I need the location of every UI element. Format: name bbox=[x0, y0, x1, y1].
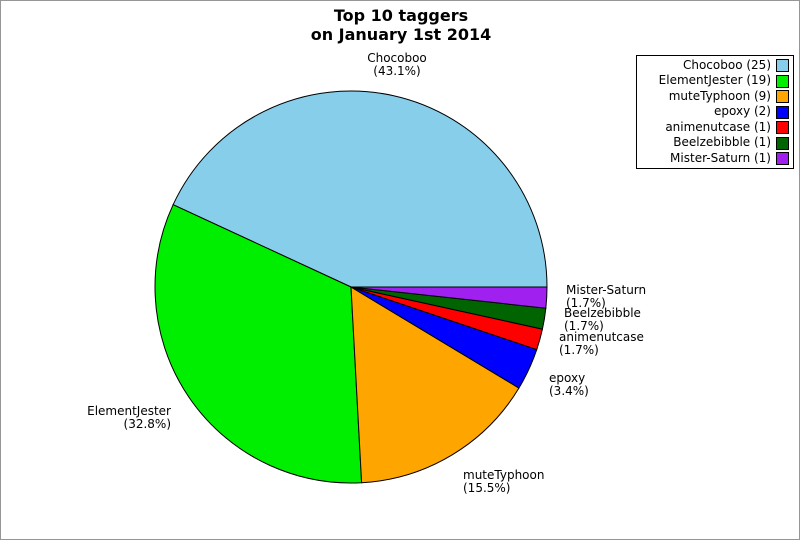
slice-label-epoxy: epoxy (3.4%) bbox=[549, 372, 589, 398]
slice-label-name: Chocoboo bbox=[367, 51, 427, 65]
slice-label-name: animenutcase bbox=[559, 330, 644, 344]
slice-label-name: Mister-Saturn bbox=[566, 283, 647, 297]
slice-label-percent: (43.1%) bbox=[373, 64, 421, 78]
legend-label: animenutcase (1) bbox=[665, 119, 771, 134]
pie-slice-elementjester bbox=[154, 204, 363, 484]
legend-item-epoxy: epoxy (2) bbox=[637, 104, 793, 120]
slice-label-name: muteTyphoon bbox=[463, 468, 545, 482]
slice-label-percent: (3.4%) bbox=[549, 384, 589, 398]
legend-color-swatch bbox=[776, 90, 789, 103]
slice-label-percent: (1.7%) bbox=[566, 296, 606, 310]
legend-item-chocoboo: Chocoboo (25) bbox=[637, 58, 793, 74]
legend-color-swatch bbox=[776, 136, 789, 150]
slice-label-chocoboo: Chocoboo (43.1%) bbox=[367, 52, 427, 78]
legend-color-swatch bbox=[776, 152, 789, 165]
slice-label-elementjester: ElementJester (32.8%) bbox=[87, 405, 171, 431]
slice-label-name: epoxy bbox=[549, 371, 586, 385]
legend-item-mutetyphoon: muteTyphoon (9) bbox=[637, 89, 793, 105]
slice-label-beelzebibble: Beelzebibble (1.7%) bbox=[564, 307, 641, 333]
pie-slice-mister-saturn bbox=[350, 286, 548, 309]
legend-label: Beelzebibble (1) bbox=[673, 135, 771, 150]
legend-label: Mister-Saturn (1) bbox=[670, 150, 771, 165]
legend-box: Chocoboo (25) ElementJester (19) muteTypho… bbox=[636, 55, 794, 169]
legend-item-animenutcase: animenutcase (1) bbox=[637, 120, 793, 136]
slice-label-animenutcase: animenutcase (1.7%) bbox=[559, 331, 644, 357]
chart-title-line1: Top 10 taggers bbox=[333, 6, 469, 25]
slice-label-name: Beelzebibble bbox=[564, 306, 641, 320]
pie-slice-chocoboo bbox=[172, 90, 548, 288]
slice-label-percent: (32.8%) bbox=[123, 417, 171, 431]
legend-item-elementjester: ElementJester (19) bbox=[637, 73, 793, 89]
legend-color-swatch bbox=[776, 105, 789, 119]
slice-label-percent: (1.7%) bbox=[559, 343, 599, 357]
slice-label-percent: (15.5%) bbox=[463, 481, 511, 495]
legend-label: Chocoboo (25) bbox=[682, 57, 771, 72]
slice-label-mutetyphoon: muteTyphoon (15.5%) bbox=[463, 469, 544, 495]
legend-color-swatch bbox=[776, 121, 789, 134]
legend-item-beelzebibble: Beelzebibble (1) bbox=[637, 135, 793, 151]
slice-label-mister-saturn: Mister-Saturn (1.7%) bbox=[566, 284, 646, 310]
chart-title-line2: on January 1st 2014 bbox=[310, 25, 492, 44]
chart-title: Top 10 taggers on January 1st 2014 bbox=[1, 6, 800, 44]
legend-label: ElementJester (19) bbox=[658, 73, 771, 88]
legend-color-swatch bbox=[776, 59, 789, 72]
legend-label: muteTyphoon (9) bbox=[668, 88, 771, 103]
slice-label-name: ElementJester bbox=[87, 404, 171, 418]
legend-item-mister-saturn: Mister-Saturn (1) bbox=[637, 151, 793, 167]
pie-slice-mutetyphoon bbox=[350, 286, 520, 484]
slice-label-percent: (1.7%) bbox=[564, 319, 604, 333]
legend-label: epoxy (2) bbox=[714, 104, 771, 119]
legend-color-swatch bbox=[776, 74, 789, 88]
